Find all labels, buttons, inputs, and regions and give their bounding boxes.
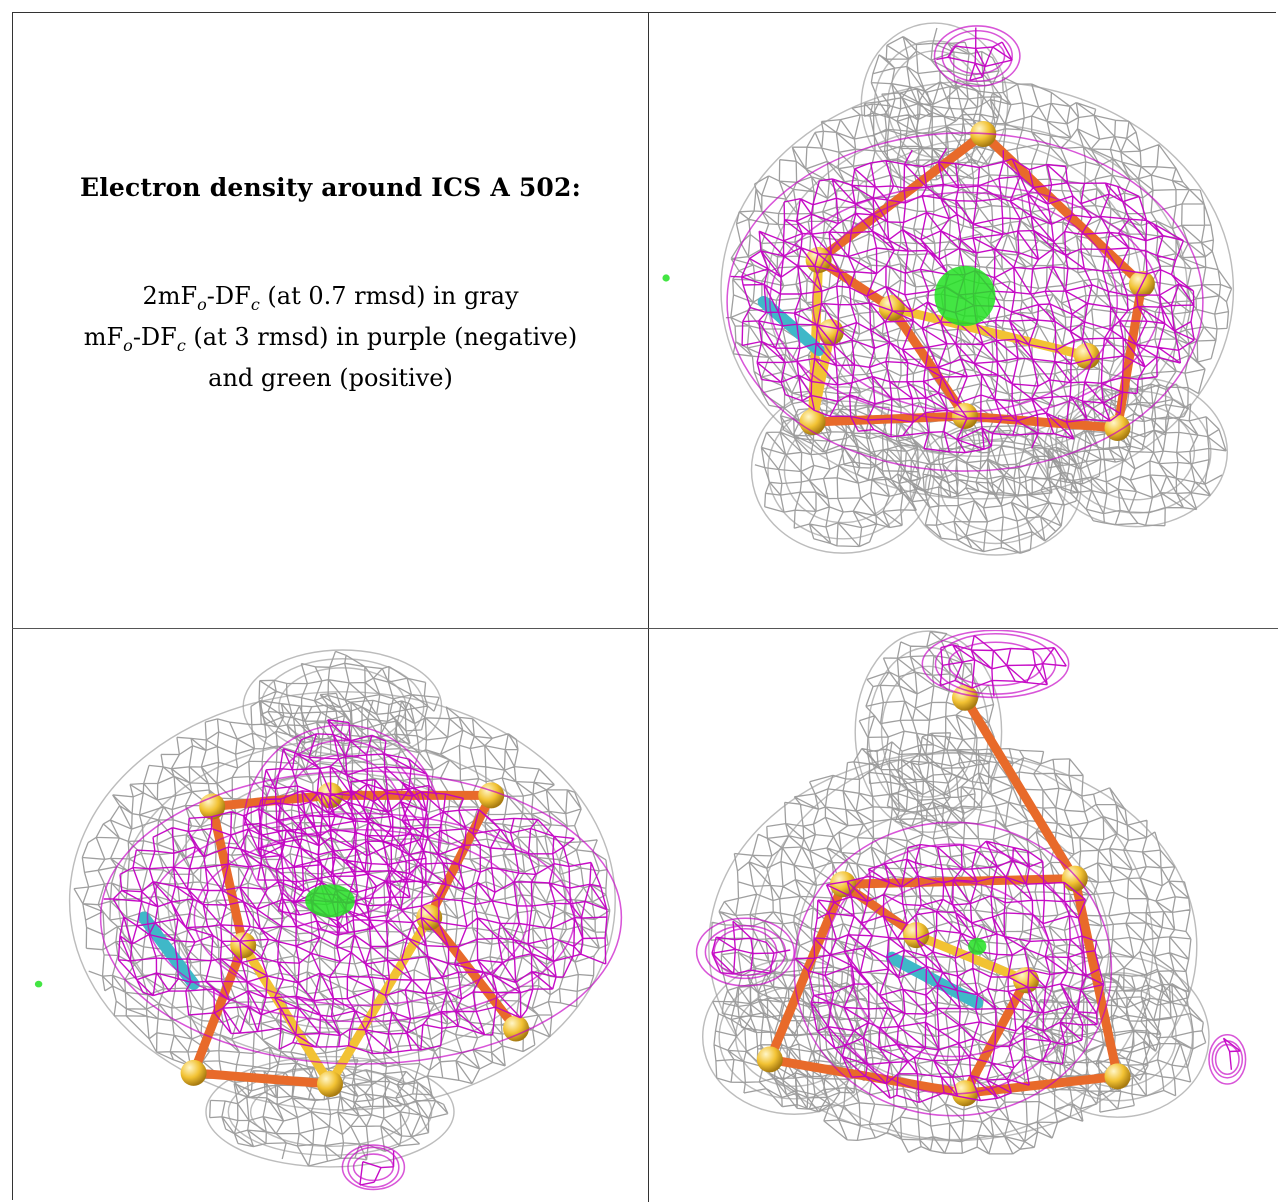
- density-mesh-gray: [750, 386, 936, 554]
- figure-frame: [12, 12, 1276, 1200]
- caption-text: 2mFo-DFc (at 0.7 rmsd) in gray mFo-DFc (…: [84, 280, 578, 394]
- bond: [814, 255, 897, 313]
- caption-line-positive: and green (positive): [208, 363, 453, 392]
- density-mesh-negative: [99, 770, 623, 1065]
- bond: [960, 693, 1080, 884]
- sulfur-atom: [180, 1059, 207, 1086]
- caption-line-fofc: mFo-DFc (at 3 rmsd) in purple (negative): [83, 322, 578, 355]
- bond: [189, 1068, 335, 1089]
- density-mesh-gray: [854, 630, 1003, 833]
- sulfur-atom: [1104, 415, 1131, 441]
- bond: [808, 327, 836, 427]
- density-mesh-positive: [934, 266, 996, 326]
- bond: [887, 303, 970, 421]
- sulfur-atom: [478, 782, 505, 809]
- sulfur-atom: [756, 1046, 783, 1073]
- density-mesh-positive: [968, 937, 987, 955]
- bond: [838, 879, 921, 940]
- density-mesh-positive: [305, 884, 355, 918]
- vertical-divider: [648, 12, 649, 1202]
- bond: [207, 802, 248, 950]
- bond: [960, 1071, 1122, 1098]
- density-mesh-gray: [909, 420, 1082, 556]
- bond: [189, 940, 248, 1078]
- horizontal-divider: [12, 628, 1278, 629]
- caption-cell: Electron density around ICS A 502: 2mFo-…: [13, 13, 648, 628]
- density-mesh-negative: [1208, 1034, 1247, 1085]
- density-mesh-negative: [921, 630, 1070, 699]
- bond: [1070, 874, 1122, 1081]
- caption-line-2fofc: 2mFo-DFc (at 0.7 rmsd) in gray: [142, 282, 519, 314]
- sulfur-atom: [952, 684, 978, 711]
- density-mesh-negative: [933, 25, 1021, 87]
- density-view-bottom-right: [660, 630, 1270, 1195]
- density-mesh-positive: [662, 274, 670, 282]
- sulfur-atom: [1104, 1063, 1131, 1090]
- sulfur-atom: [317, 1071, 343, 1097]
- density-mesh-negative: [341, 1144, 406, 1191]
- density-mesh-negative: [793, 821, 1113, 1117]
- bond: [325, 913, 434, 1089]
- density-mesh-negative: [242, 719, 443, 936]
- caption-title: Electron density around ICS A 502:: [79, 173, 582, 202]
- bond: [207, 790, 335, 811]
- carbon-bond: [757, 296, 825, 356]
- density-view-top-right: [660, 20, 1270, 620]
- bond: [814, 129, 988, 265]
- sulfur-atom: [503, 1015, 529, 1042]
- density-view-bottom-left: [20, 640, 640, 1195]
- sulfur-atom: [1061, 865, 1088, 892]
- density-mesh-negative: [726, 132, 1204, 472]
- density-mesh-positive: [34, 980, 43, 988]
- density-mesh-negative: [695, 917, 795, 987]
